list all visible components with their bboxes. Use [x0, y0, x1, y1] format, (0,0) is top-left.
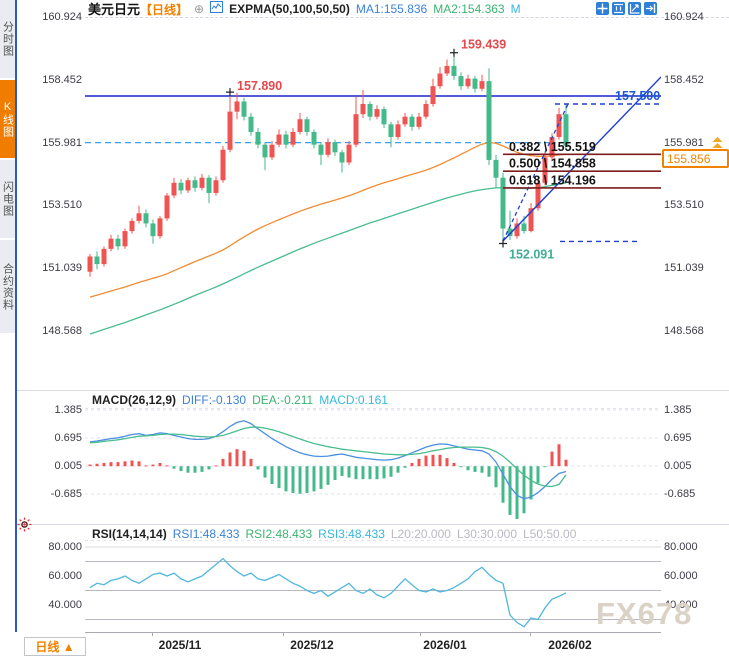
period-selector-button[interactable]: 日线 ▲ — [24, 637, 86, 656]
crosshair-icon[interactable] — [596, 2, 609, 15]
pan-forward-icon[interactable] — [644, 2, 657, 15]
axis-label: 155.981 — [42, 136, 82, 149]
axis-label: 0.005 — [54, 459, 82, 472]
axis-label: 80.000 — [48, 541, 82, 553]
axis-label: 60.000 — [48, 570, 82, 582]
axis-label: 148.568 — [664, 324, 704, 337]
axis-label: 158.452 — [42, 73, 82, 86]
mini-chart-icon — [210, 1, 224, 16]
rsi-l20-value: L20:20.000 — [390, 526, 451, 541]
macd-panel-divider — [17, 390, 729, 391]
svg-text:159.439: 159.439 — [461, 38, 506, 52]
header-separator — [85, 17, 729, 18]
axis-label: 1.385 — [664, 403, 692, 416]
axis-label: 160.924 — [664, 11, 704, 23]
ma2-value: MA2:154.363 — [433, 1, 505, 16]
axis-label: 160.924 — [42, 11, 82, 23]
svg-text:0.382 \ 155.519: 0.382 \ 155.519 — [509, 140, 596, 154]
watermark-logo: FX678 — [596, 596, 693, 631]
svg-text:152.091: 152.091 — [509, 247, 554, 261]
rsi1-value: RSI1:48.433 — [172, 526, 240, 541]
rsi-l30-value: L30:30.000 — [456, 526, 517, 541]
time-axis-tick — [420, 632, 421, 636]
symbol-title: 美元日元【日线】 — [88, 0, 188, 18]
date-label-1: 2025/11 — [158, 638, 202, 652]
axis-label: 80.000 — [664, 541, 698, 553]
svg-text:157.500: 157.500 — [615, 89, 660, 103]
rsi-l50-value: L50:50.00 — [523, 526, 577, 541]
axis-label: 151.039 — [664, 262, 704, 275]
date-label-2: 2025/12 — [290, 638, 334, 652]
svg-text:157.890: 157.890 — [237, 79, 282, 93]
chart-header: 美元日元【日线】 ⊕ EXPMA(50,100,50,50) MA1:155.8… — [88, 0, 521, 17]
indicator-label: EXPMA(50,100,50,50) — [229, 1, 350, 16]
ma1-value: MA1:155.836 — [355, 1, 428, 16]
svg-text:0.500 \ 154.858: 0.500 \ 154.858 — [509, 157, 596, 171]
time-axis-line — [85, 632, 661, 633]
axis-label: 153.510 — [42, 199, 82, 212]
symbol-name: 美元日元 — [88, 2, 141, 17]
date-label-4: 2026/02 — [548, 638, 592, 652]
time-axis-tick — [152, 632, 153, 636]
sidebar-item-kline[interactable]: K线图 — [0, 80, 15, 158]
add-indicator-icon[interactable]: ⊕ — [194, 1, 205, 16]
time-axis-tick — [530, 632, 531, 636]
macd-dea-value: DEA:-0.211 — [252, 392, 314, 407]
sidebar-item-timeshare[interactable]: 分时图 — [0, 0, 15, 78]
axis-label: 148.568 — [42, 324, 82, 337]
macd-chart[interactable] — [85, 408, 661, 521]
scale-axis-icon[interactable] — [628, 2, 641, 15]
axis-label: 40.000 — [664, 599, 698, 611]
axis-label: 0.695 — [664, 431, 692, 444]
rsi-header: RSI(14,14,14) RSI1:48.433 RSI2:48.433 RS… — [92, 526, 576, 541]
chart-toolbar — [596, 2, 657, 15]
axis-label: 155.981 — [664, 136, 704, 149]
sidebar-item-lightning[interactable]: 闪电图 — [0, 160, 15, 238]
macd-title: MACD(26,12,9) — [92, 392, 177, 407]
axis-label: 1.385 — [54, 403, 82, 416]
axis-label: -0.685 — [664, 487, 696, 500]
candlestick-chart[interactable]: 0.382 \ 155.519 0.500 \ 154.858 0.618 \ 15… — [85, 17, 661, 385]
sidebar-divider — [15, 0, 17, 632]
macd-diff-value: DIFF:-0.130 — [182, 392, 247, 407]
axis-label: 0.695 — [54, 431, 82, 444]
axis-label: 158.452 — [664, 73, 704, 86]
axis-label: 60.000 — [664, 570, 698, 582]
rsi2-value: RSI2:48.433 — [245, 526, 313, 541]
date-label-3: 2026/01 — [423, 638, 467, 652]
svg-text:0.618 \ 154.196: 0.618 \ 154.196 — [509, 173, 596, 187]
rsi-panel-divider — [17, 524, 729, 525]
period-tag: 【日线】 — [140, 3, 189, 17]
macd-header: MACD(26,12,9) DIFF:-0.130 DEA:-0.211 MAC… — [92, 392, 388, 407]
macd-macd-value: MACD:0.161 — [319, 392, 388, 407]
time-axis-tick — [283, 632, 284, 636]
rsi3-value: RSI3:48.433 — [318, 526, 385, 541]
axis-label: 153.510 — [664, 199, 704, 212]
axis-label: 0.005 — [664, 459, 692, 472]
axis-label: -0.685 — [50, 487, 82, 500]
fit-range-icon[interactable] — [612, 2, 625, 15]
axis-label: 40.000 — [48, 599, 82, 611]
rsi-chart[interactable] — [85, 540, 661, 632]
price-up-arrows-icon — [712, 137, 723, 152]
current-price-badge: 155.856 — [662, 149, 729, 168]
axis-label: 151.039 — [42, 262, 82, 275]
rsi-title: RSI(14,14,14) — [92, 526, 167, 541]
ma3-value: M — [510, 1, 521, 16]
sidebar-item-contract-info[interactable]: 合约资料 — [0, 240, 15, 333]
hot-indicator-icon[interactable] — [17, 517, 32, 535]
